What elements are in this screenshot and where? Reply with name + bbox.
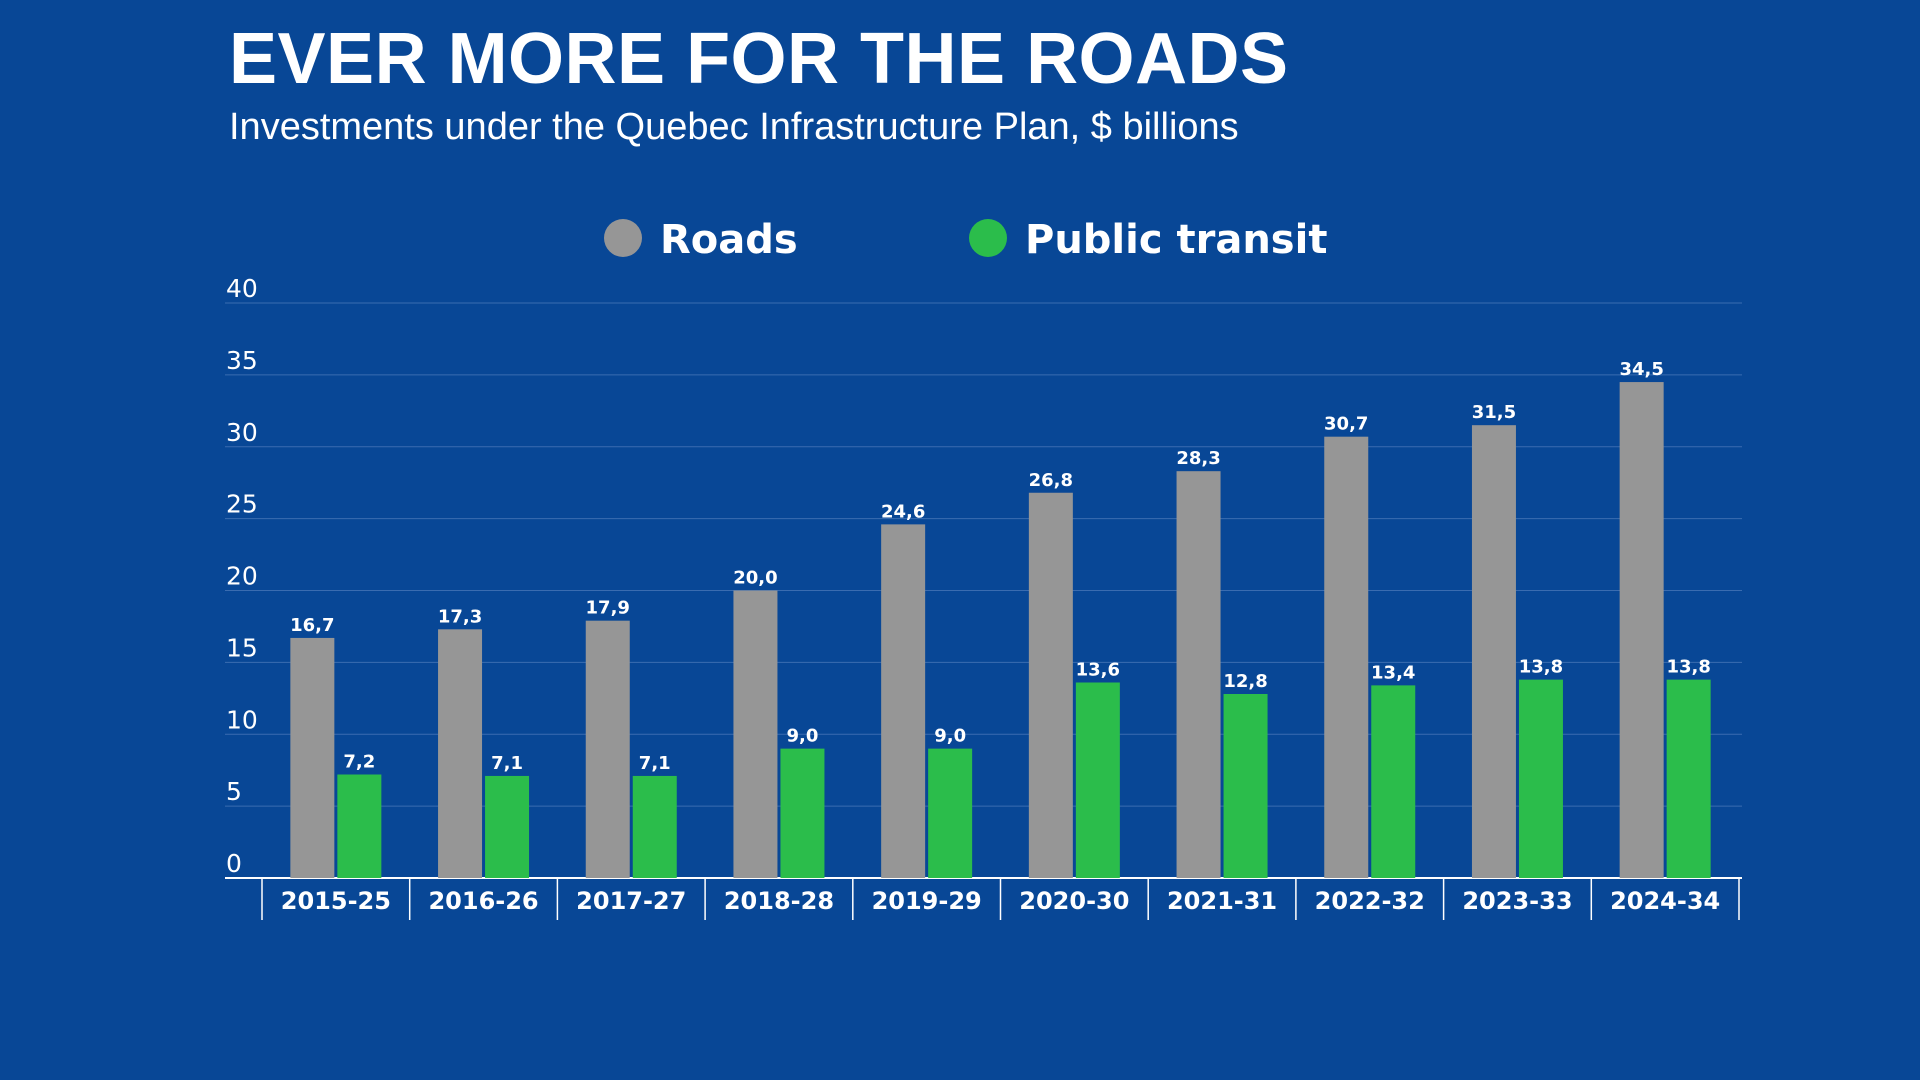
data-label-public-transit-2020-30: 13,6	[1076, 660, 1120, 681]
data-label-roads-2023-33: 31,5	[1472, 402, 1516, 423]
bar-public-transit-2020-30	[1075, 682, 1120, 878]
bar-roads-2019-29	[881, 524, 926, 878]
data-label-public-transit-2023-33: 13,8	[1519, 657, 1563, 678]
data-label-roads-2024-34: 34,5	[1619, 359, 1663, 380]
chart-subtitle: Investments under the Quebec Infrastruct…	[229, 106, 1239, 148]
data-label-roads-2020-30: 26,8	[1029, 470, 1073, 491]
y-tick-label-15: 15	[226, 633, 258, 662]
bar-roads-2015-25	[290, 637, 335, 878]
x-tick-label-2020-30: 2020-30	[1019, 887, 1129, 915]
bar-roads-2023-33	[1471, 425, 1516, 878]
bar-roads-2020-30	[1028, 492, 1073, 878]
bar-public-transit-2023-33	[1518, 679, 1563, 878]
data-label-public-transit-2019-29: 9,0	[934, 726, 966, 747]
bar-public-transit-2018-28	[780, 748, 825, 878]
y-tick-label-30: 30	[226, 418, 258, 447]
chart-title: EVER MORE FOR THE ROADS	[229, 19, 1289, 99]
data-label-roads-2018-28: 20,0	[733, 568, 777, 589]
y-tick-label-20: 20	[226, 562, 258, 591]
legend-label-roads: Roads	[660, 217, 798, 263]
data-label-public-transit-2016-26: 7,1	[491, 753, 523, 774]
bar-public-transit-2015-25	[337, 774, 382, 878]
y-tick-label-40: 40	[226, 274, 258, 303]
y-tick-label-5: 5	[226, 777, 242, 806]
bar-public-transit-2017-27	[632, 775, 677, 878]
data-label-roads-2022-32: 30,7	[1324, 414, 1368, 435]
data-label-roads-2015-25: 16,7	[290, 615, 334, 636]
x-tick-label-2022-32: 2022-32	[1315, 887, 1425, 915]
bar-roads-2022-32	[1324, 436, 1369, 878]
bar-public-transit-2021-31	[1223, 694, 1268, 878]
x-tick-label-2024-34: 2024-34	[1610, 887, 1720, 915]
y-tick-label-25: 25	[226, 490, 258, 519]
bar-public-transit-2024-34	[1666, 679, 1711, 878]
bar-public-transit-2022-32	[1371, 685, 1416, 878]
x-tick-label-2023-33: 2023-33	[1462, 887, 1572, 915]
data-label-roads-2016-26: 17,3	[438, 606, 482, 627]
data-label-public-transit-2015-25: 7,2	[343, 752, 375, 773]
x-tick-label-2017-27: 2017-27	[576, 887, 686, 915]
x-tick-label-2018-28: 2018-28	[724, 887, 834, 915]
data-label-roads-2021-31: 28,3	[1176, 448, 1220, 469]
x-tick-label-2015-25: 2015-25	[281, 887, 391, 915]
x-tick-label-2021-31: 2021-31	[1167, 887, 1277, 915]
x-tick-label-2016-26: 2016-26	[428, 887, 538, 915]
data-label-public-transit-2017-27: 7,1	[639, 753, 671, 774]
y-tick-label-0: 0	[226, 849, 242, 878]
bar-roads-2024-34	[1619, 382, 1664, 878]
legend-marker-roads	[604, 219, 642, 257]
data-label-public-transit-2021-31: 12,8	[1223, 671, 1267, 692]
data-label-roads-2019-29: 24,6	[881, 501, 925, 522]
data-label-public-transit-2022-32: 13,4	[1371, 662, 1415, 683]
bar-roads-2018-28	[733, 590, 778, 878]
bar-public-transit-2016-26	[485, 775, 530, 878]
data-label-roads-2017-27: 17,9	[586, 598, 630, 619]
x-tick-label-2019-29: 2019-29	[872, 887, 982, 915]
bar-roads-2017-27	[585, 620, 630, 878]
bar-public-transit-2019-29	[928, 748, 973, 878]
legend-label-public-transit: Public transit	[1025, 217, 1327, 263]
legend-marker-public-transit	[969, 219, 1007, 257]
bar-roads-2021-31	[1176, 471, 1221, 878]
y-tick-label-10: 10	[226, 705, 258, 734]
y-tick-label-35: 35	[226, 346, 258, 375]
bar-roads-2016-26	[438, 629, 483, 878]
data-label-public-transit-2018-28: 9,0	[787, 726, 819, 747]
data-label-public-transit-2024-34: 13,8	[1666, 657, 1710, 678]
